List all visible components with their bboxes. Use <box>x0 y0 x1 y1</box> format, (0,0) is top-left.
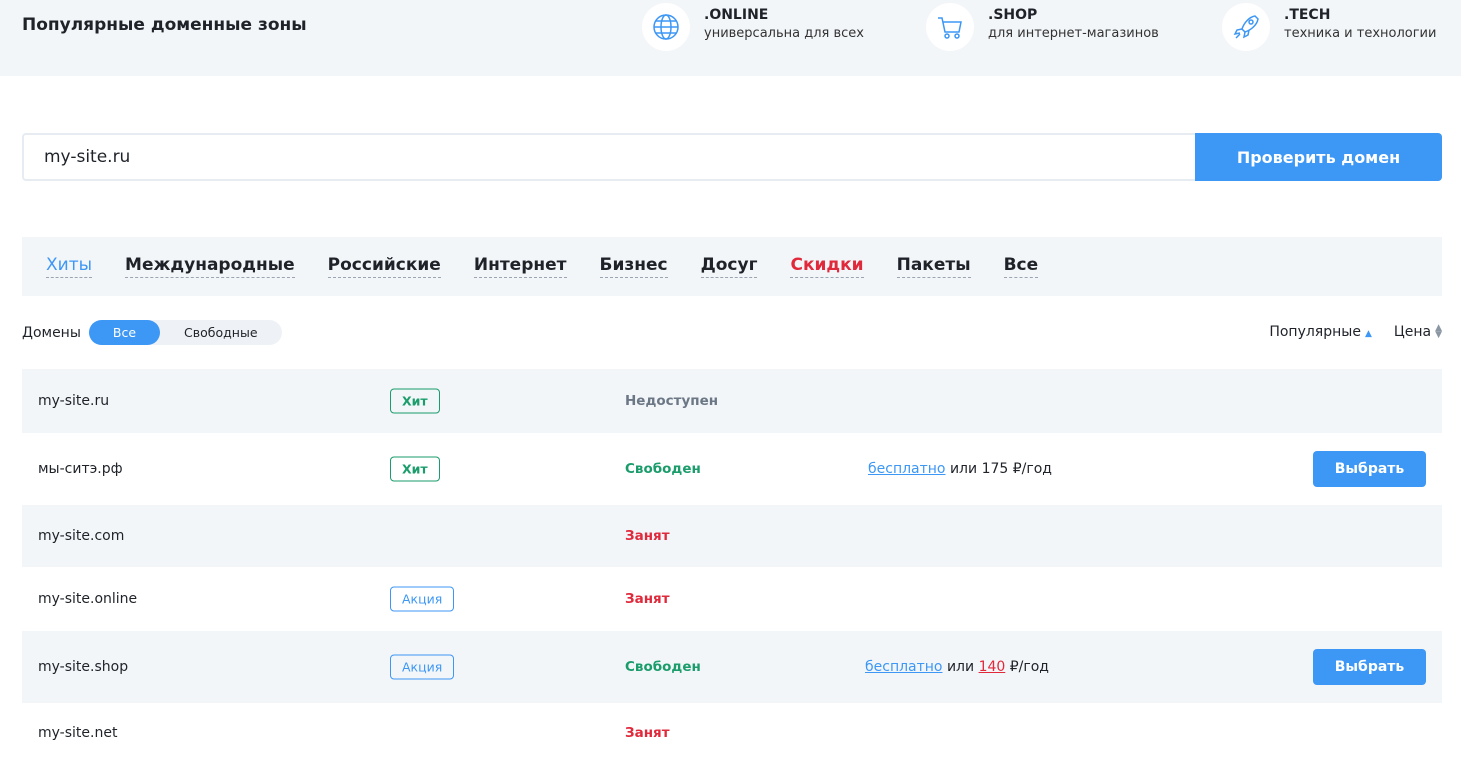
domain-search-input[interactable] <box>22 133 1195 181</box>
zone-name: .TECH <box>1284 7 1331 23</box>
zone-online[interactable]: .ONLINE универсальна для всех <box>642 3 864 51</box>
domain-list: my-site.ru Хит Недоступен мы-ситэ.рф Хит… <box>22 369 1442 763</box>
price: бесплатно или 175 ₽/год <box>868 461 1052 477</box>
tab-discounts[interactable]: Скидки <box>790 255 864 278</box>
domain-name: my-site.online <box>38 591 138 607</box>
price-value: 175 <box>981 461 1009 477</box>
table-row: my-site.shop Акция Свободен бесплатно ил… <box>22 631 1442 703</box>
category-tabs: Хиты Международные Российские Интернет Б… <box>22 237 1442 296</box>
zone-desc: для интернет-магазинов <box>988 26 1159 41</box>
or-text: или <box>949 461 978 477</box>
status: Занят <box>625 528 670 544</box>
price-value: 140 <box>978 659 1006 675</box>
status: Свободен <box>625 461 701 477</box>
sort-popular-label: Популярные <box>1269 324 1361 340</box>
free-link[interactable]: бесплатно <box>865 659 943 675</box>
table-row: my-site.ru Хит Недоступен <box>22 369 1442 433</box>
table-row: my-site.net Занят <box>22 703 1442 763</box>
sort-up-icon: ▲ <box>1364 329 1372 339</box>
tab-business[interactable]: Бизнес <box>599 255 668 278</box>
table-row: my-site.online Акция Занят <box>22 567 1442 631</box>
hit-badge: Хит <box>390 388 440 414</box>
status: Свободен <box>625 659 701 675</box>
domain-name: my-site.ru <box>38 393 110 409</box>
status: Занят <box>625 725 670 741</box>
zone-name: .ONLINE <box>704 7 769 23</box>
zone-shop[interactable]: .SHOP для интернет-магазинов <box>926 3 1159 51</box>
filter-label: Домены <box>22 324 81 341</box>
status: Занят <box>625 591 670 607</box>
or-text: или <box>946 659 975 675</box>
section-title: Популярные доменные зоны <box>22 15 307 35</box>
check-domain-button[interactable]: Проверить домен <box>1195 133 1442 181</box>
table-row: my-site.com Занят <box>22 505 1442 567</box>
table-row: мы-ситэ.рф Хит Свободен бесплатно или 17… <box>22 433 1442 505</box>
sort-price-label: Цена <box>1393 324 1432 340</box>
sort-both-icon: ▲ ▼ <box>1435 323 1442 340</box>
domain-name: мы-ситэ.рф <box>38 461 123 477</box>
zone-desc: техника и технологии <box>1284 26 1437 41</box>
filter-free[interactable]: Свободные <box>184 325 258 340</box>
promo-badge: Акция <box>390 654 455 680</box>
tab-packages[interactable]: Пакеты <box>896 255 971 278</box>
tab-hits[interactable]: Хиты <box>46 255 93 278</box>
zone-tech[interactable]: .TECH техника и технологии <box>1222 3 1436 51</box>
tab-leisure[interactable]: Досуг <box>700 255 758 278</box>
zone-desc: универсальна для всех <box>704 26 864 41</box>
free-link[interactable]: бесплатно <box>868 461 946 477</box>
price-unit: ₽/год <box>1012 461 1052 477</box>
popular-zones-bar: Популярные доменные зоны .ONLINE универса… <box>0 0 1461 76</box>
domain-name: my-site.net <box>38 725 118 741</box>
tab-international[interactable]: Международные <box>125 255 295 278</box>
price-unit: ₽/год <box>1009 659 1049 675</box>
sort-price[interactable]: Цена ▲ ▼ <box>1393 323 1442 341</box>
cart-icon <box>926 3 974 51</box>
domain-name: my-site.com <box>38 528 125 544</box>
filter-toggle: Все Свободные <box>88 320 282 345</box>
promo-badge: Акция <box>390 586 455 612</box>
sort-controls: Популярные ▲ Цена ▲ ▼ <box>1269 323 1442 341</box>
price: бесплатно или 140 ₽/год <box>865 659 1049 675</box>
status: Недоступен <box>625 393 719 409</box>
domain-name: my-site.shop <box>38 659 129 675</box>
tab-internet[interactable]: Интернет <box>473 255 567 278</box>
domain-filter: Домены Все Свободные <box>22 320 282 345</box>
hit-badge: Хит <box>390 456 440 482</box>
domain-search: Проверить домен <box>22 133 1442 181</box>
tab-all[interactable]: Все <box>1003 255 1039 278</box>
sort-popular[interactable]: Популярные ▲ <box>1269 324 1372 340</box>
rocket-icon <box>1222 3 1270 51</box>
select-button[interactable]: Выбрать <box>1313 649 1426 685</box>
select-button[interactable]: Выбрать <box>1313 451 1426 487</box>
globe-icon <box>642 3 690 51</box>
filter-all[interactable]: Все <box>88 320 161 345</box>
tab-russian[interactable]: Российские <box>327 255 441 278</box>
zone-name: .SHOP <box>988 7 1038 23</box>
